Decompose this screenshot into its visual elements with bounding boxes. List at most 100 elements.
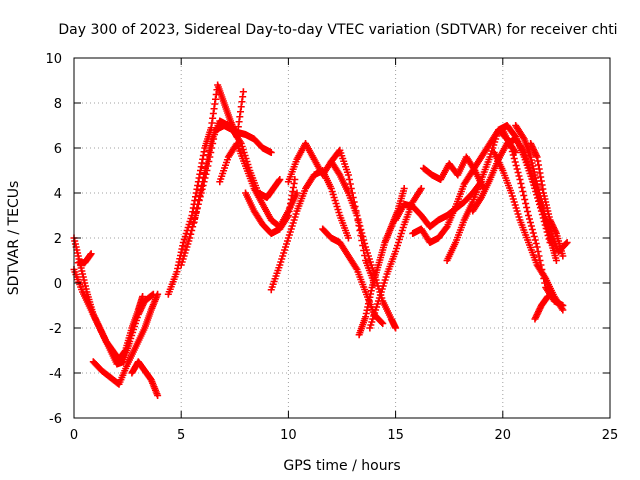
data-point bbox=[154, 290, 162, 298]
data-point bbox=[392, 324, 400, 332]
data-point bbox=[520, 192, 528, 199]
data-point bbox=[539, 270, 547, 278]
data-point bbox=[509, 151, 517, 159]
data-point bbox=[192, 209, 200, 217]
axis-ticks: 0 5 10 15 20 25 -6 -4 -2 0 2 4 6 8 10 bbox=[45, 52, 618, 443]
data-point bbox=[514, 169, 522, 176]
data-point bbox=[559, 302, 567, 309]
data-point bbox=[524, 208, 532, 215]
data-point bbox=[559, 252, 567, 260]
data-point bbox=[516, 176, 524, 183]
data-point bbox=[199, 178, 207, 186]
data-point bbox=[344, 234, 352, 242]
data-point bbox=[525, 212, 533, 219]
data-point bbox=[359, 233, 367, 240]
data-point bbox=[526, 219, 534, 226]
data-point bbox=[518, 184, 526, 191]
data-point bbox=[544, 293, 552, 300]
y-tick-label: 4 bbox=[54, 187, 62, 202]
data-point bbox=[205, 146, 213, 154]
data-point bbox=[537, 261, 545, 269]
data-point bbox=[344, 171, 352, 179]
data-point bbox=[361, 240, 369, 247]
data-point bbox=[527, 222, 535, 230]
data-point bbox=[352, 264, 360, 272]
y-tick-label: -6 bbox=[49, 412, 62, 427]
data-point bbox=[154, 392, 162, 399]
data-point bbox=[517, 180, 525, 187]
data-point bbox=[563, 239, 571, 246]
data-point bbox=[535, 252, 543, 260]
data-point bbox=[378, 319, 386, 326]
y-tick-label: -4 bbox=[49, 367, 62, 382]
data-point bbox=[239, 88, 247, 96]
data-point bbox=[293, 189, 301, 197]
data-point bbox=[521, 196, 529, 203]
data-point bbox=[354, 215, 362, 223]
x-tick-label: 10 bbox=[280, 428, 297, 443]
x-tick-label: 15 bbox=[387, 428, 404, 443]
data-point bbox=[206, 142, 214, 150]
data-point bbox=[530, 233, 538, 240]
data-point bbox=[525, 215, 533, 223]
data-point bbox=[345, 176, 353, 183]
y-tick-label: 10 bbox=[45, 52, 62, 67]
y-axis-title: SDTVAR / TECUs bbox=[6, 181, 22, 296]
data-point bbox=[536, 257, 544, 264]
data-point bbox=[532, 240, 540, 247]
data-point bbox=[195, 196, 203, 204]
data-point bbox=[562, 240, 570, 247]
data-point bbox=[197, 187, 205, 195]
data-point bbox=[283, 213, 291, 221]
data-point bbox=[379, 320, 387, 327]
data-point bbox=[507, 144, 515, 152]
y-tick-label: 0 bbox=[54, 277, 62, 292]
data-point bbox=[515, 172, 523, 180]
y-tick-label: 8 bbox=[54, 97, 62, 112]
data-point bbox=[538, 266, 546, 273]
data-point bbox=[203, 155, 211, 163]
data-point bbox=[358, 229, 366, 237]
data-point bbox=[346, 180, 354, 188]
data-point bbox=[528, 226, 536, 233]
data-point bbox=[87, 250, 95, 258]
data-points bbox=[70, 81, 571, 399]
data-point bbox=[513, 165, 521, 173]
x-tick-label: 25 bbox=[602, 428, 619, 443]
data-point bbox=[202, 160, 210, 168]
data-point bbox=[356, 222, 364, 230]
data-point bbox=[522, 200, 530, 207]
data-point bbox=[193, 205, 201, 213]
data-point bbox=[360, 236, 368, 244]
data-point bbox=[533, 243, 541, 251]
y-tick-label: 6 bbox=[54, 142, 62, 157]
data-point bbox=[267, 149, 275, 156]
data-point bbox=[511, 158, 519, 166]
data-point bbox=[357, 226, 365, 233]
y-tick-label: -2 bbox=[49, 322, 62, 337]
data-point bbox=[196, 191, 204, 199]
data-point bbox=[201, 169, 209, 177]
data-point bbox=[531, 236, 539, 244]
data-point bbox=[198, 182, 206, 190]
data-point bbox=[523, 204, 531, 211]
data-point bbox=[529, 229, 537, 237]
data-point bbox=[204, 151, 212, 159]
data-point bbox=[355, 219, 363, 226]
x-axis-title: GPS time / hours bbox=[283, 458, 400, 474]
data-point bbox=[190, 218, 198, 226]
data-point bbox=[417, 185, 425, 192]
data-point bbox=[508, 148, 516, 155]
data-point bbox=[353, 212, 361, 219]
data-point bbox=[200, 173, 208, 181]
data-point bbox=[188, 227, 196, 234]
data-point bbox=[540, 275, 548, 282]
chart-title: Day 300 of 2023, Sidereal Day-to-day VTE… bbox=[58, 22, 617, 38]
data-point bbox=[236, 138, 244, 146]
data-point bbox=[276, 176, 284, 183]
data-point bbox=[519, 188, 527, 195]
x-tick-label: 0 bbox=[70, 428, 78, 443]
data-point bbox=[194, 200, 202, 208]
data-point bbox=[400, 185, 408, 192]
